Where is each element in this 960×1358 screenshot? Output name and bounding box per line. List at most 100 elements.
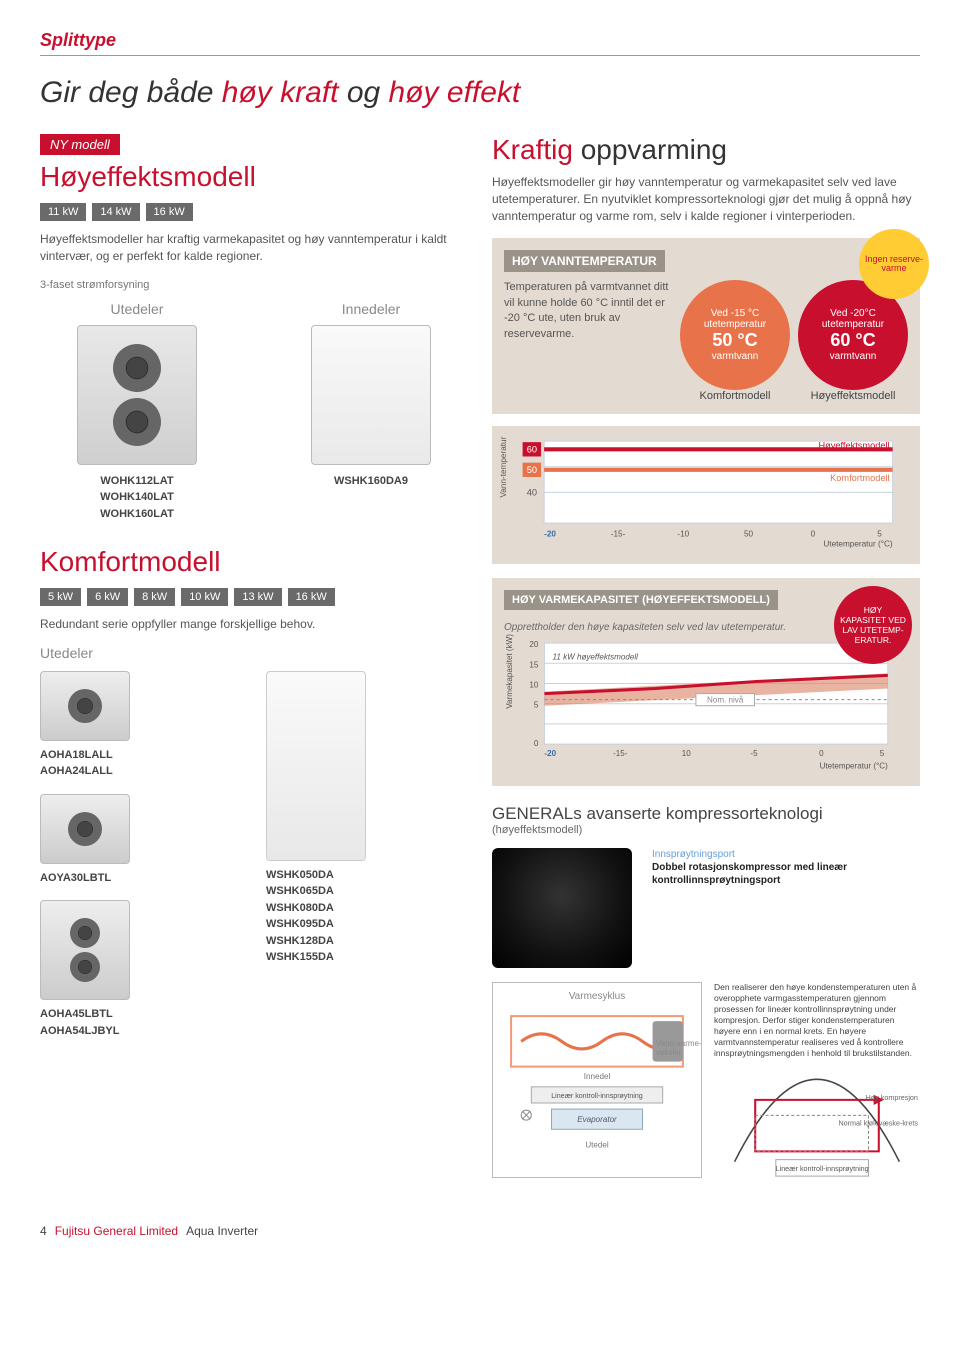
x1: -15- bbox=[613, 749, 628, 758]
kw-8: 8 kW bbox=[134, 588, 175, 606]
yt50: 50 bbox=[527, 465, 537, 475]
port-desc: Dobbel rotasjonskompressor med lineær ko… bbox=[652, 861, 920, 887]
col-left: NY modell Høyeffektsmodell 11 kW 14 kW 1… bbox=[40, 134, 468, 1184]
columns: NY modell Høyeffektsmodell 11 kW 14 kW 1… bbox=[40, 134, 920, 1184]
y0: 0 bbox=[534, 739, 539, 748]
c2-top: Ved -20°C bbox=[830, 308, 876, 319]
page-number: 4 bbox=[40, 1224, 47, 1238]
series-high: Høyeffektsmodell bbox=[819, 441, 890, 451]
tech-title: GENERALs avanserte kompressorteknologi bbox=[492, 804, 920, 824]
indoor-col: Innedeler WSHK160DA9 bbox=[274, 301, 468, 523]
no-backup-badge: Ingen reserve-varme bbox=[862, 232, 926, 296]
models-aoha45: AOHA45LBTL AOHA54LJBYL bbox=[40, 1006, 242, 1039]
cycle-svg: Innedel Lineær kontroll-innsprøytning Ev… bbox=[501, 1006, 693, 1168]
models-aoha18: AOHA18LALL AOHA24LALL bbox=[40, 747, 242, 780]
chart1-box: Vann-temperatur (°C) 60 50 40 Høyeffekts… bbox=[492, 426, 920, 564]
chart1-ylabel: Vann-temperatur (°C) bbox=[499, 436, 508, 498]
chart2-ylabel: Varmekapasitet (kW) bbox=[505, 634, 514, 709]
box1-bar: HØY VANNTEMPERATUR bbox=[504, 250, 665, 272]
outdoor-unit-image bbox=[77, 325, 197, 465]
heading-accent2: høy effekt bbox=[389, 76, 521, 109]
komfort-title: Komfortmodell bbox=[40, 546, 468, 578]
x2: 10 bbox=[682, 749, 691, 758]
c1-big: 50 °C bbox=[712, 330, 757, 351]
inj2-label: Lineær kontroll-innsprøytning bbox=[776, 1164, 869, 1173]
yt60: 60 bbox=[527, 445, 537, 455]
col-right: Kraftig oppvarming Høyeffektsmodeller gi… bbox=[492, 134, 920, 1184]
fan-icon bbox=[68, 689, 102, 723]
footer-brand: Fujitsu General Limited bbox=[55, 1224, 178, 1238]
xt1: -15- bbox=[611, 530, 626, 539]
komfort-section: Komfortmodell 5 kW 6 kW 8 kW 10 kW 13 kW… bbox=[40, 546, 468, 1039]
cycle-label: Varmesyklus bbox=[501, 991, 693, 1002]
c1-top: Ved -15 °C bbox=[711, 308, 759, 319]
cycle-diagram: Varmesyklus Innedel Lineær kontroll-inns… bbox=[492, 982, 702, 1179]
tech-section: GENERALs avanserte kompressorteknologi (… bbox=[492, 804, 920, 1185]
outdoor-models: WOHK112LAT WOHK140LAT WOHK160LAT bbox=[40, 473, 234, 523]
lbl-komfort: Komfortmodell bbox=[680, 390, 790, 402]
new-model-badge: NY modell bbox=[40, 134, 120, 155]
c2-bot: varmtvann bbox=[830, 351, 877, 362]
fan-icon bbox=[113, 398, 161, 446]
box1-text: Temperaturen på varmtvannet ditt vil kun… bbox=[504, 280, 672, 342]
section-title: Splittype bbox=[40, 30, 116, 50]
xt5: 5 bbox=[877, 530, 882, 539]
komfort-desc: Redundant serie oppfyller mange forskjel… bbox=[40, 616, 468, 633]
capacity-badge: HØY KAPASITET VED LAV UTETEMP-ERATUR. bbox=[834, 586, 912, 664]
xt2: -10 bbox=[677, 530, 689, 539]
box2-bar: HØY VARMEKAPASITET (HØYEFFEKTSMODELL) bbox=[504, 590, 778, 610]
compressor-image bbox=[492, 848, 632, 968]
heading-mid: og bbox=[339, 76, 389, 109]
c2-big: 60 °C bbox=[830, 330, 875, 351]
kw-13: 13 kW bbox=[234, 588, 281, 606]
kw-16b: 16 kW bbox=[288, 588, 335, 606]
tech-row: Innsprøytningsport Dobbel rotasjonskompr… bbox=[492, 848, 920, 968]
kw-6: 6 kW bbox=[87, 588, 128, 606]
unit-row-high: Utedeler WOHK112LAT WOHK140LAT WOHK160LA… bbox=[40, 301, 468, 523]
series-label: 11 kW høyeffektsmodell bbox=[552, 652, 638, 661]
lbl-high: Høyeffektsmodell bbox=[798, 390, 908, 402]
indoor-models: WSHK160DA9 bbox=[274, 473, 468, 490]
heat-ex-label: Vann-varme-veksler bbox=[656, 1039, 706, 1057]
normal-label: Normal kjølevæske-krets bbox=[838, 1119, 918, 1128]
kw-14: 14 kW bbox=[92, 203, 139, 221]
c2-mid: utetemperatur bbox=[822, 319, 884, 330]
footer-product: Aqua Inverter bbox=[186, 1224, 258, 1238]
circle-high: Ved -20°C utetemperatur 60 °C varmtvann bbox=[798, 280, 908, 390]
models-aoya30: AOYA30LBTL bbox=[40, 870, 242, 887]
innedel-label: Innedel bbox=[584, 1071, 611, 1080]
komfort-outdoor-col: AOHA18LALL AOHA24LALL AOYA30LBTL AOHA45L… bbox=[40, 671, 242, 1040]
xt3: 50 bbox=[744, 530, 754, 539]
c1-bot: varmtvann bbox=[712, 351, 759, 362]
fan-icon bbox=[113, 344, 161, 392]
page: Splittype Gir deg både høy kraft og høy … bbox=[0, 0, 960, 1258]
diagram-row: Varmesyklus Innedel Lineær kontroll-inns… bbox=[492, 982, 920, 1185]
circle-labels: Komfortmodell Høyeffektsmodell bbox=[504, 390, 908, 402]
tech-sub: (høyeffektsmodell) bbox=[492, 824, 920, 836]
unit-small-img bbox=[40, 794, 130, 864]
series-komfort: Komfortmodell bbox=[830, 473, 889, 483]
heading-accent1: høy kraft bbox=[222, 76, 339, 109]
kw-tags-komfort: 5 kW 6 kW 8 kW 10 kW 13 kW 16 kW bbox=[40, 588, 468, 606]
main-heading: Gir deg både høy kraft og høy effekt bbox=[40, 76, 920, 110]
unit-small-img bbox=[40, 900, 130, 1000]
tech-long-desc: Den realiserer den høye kondenstemperatu… bbox=[714, 982, 920, 1059]
indoor-header: Innedeler bbox=[274, 301, 468, 317]
port-label: Innsprøytningsport bbox=[652, 848, 920, 861]
curve-box: Den realiserer den høye kondenstemperatu… bbox=[714, 982, 920, 1185]
footer: 4 Fujitsu General Limited Aqua Inverter bbox=[40, 1224, 920, 1238]
header: Splittype bbox=[40, 30, 920, 56]
models-wshk: WSHK050DA WSHK065DA WSHK080DA WSHK095DA … bbox=[266, 867, 468, 966]
nom-label: Nom. nivå bbox=[707, 696, 744, 705]
evap-label: Evaporator bbox=[577, 1115, 617, 1124]
kw-10: 10 kW bbox=[181, 588, 228, 606]
temp-compare: Temperaturen på varmtvannet ditt vil kun… bbox=[504, 280, 908, 390]
xt4: 0 bbox=[811, 530, 816, 539]
high-comp-label: Høy kompresjon bbox=[866, 1093, 918, 1102]
chart1-xlabel: Utetemperatur (°C) bbox=[823, 540, 893, 549]
y20: 20 bbox=[529, 640, 538, 649]
yt40: 40 bbox=[527, 488, 537, 498]
fan-icon bbox=[70, 918, 100, 948]
c1-mid: utetemperatur bbox=[704, 319, 766, 330]
ph-curve-svg: Høy kompresjon Normal kjølevæske-krets L… bbox=[714, 1069, 920, 1182]
